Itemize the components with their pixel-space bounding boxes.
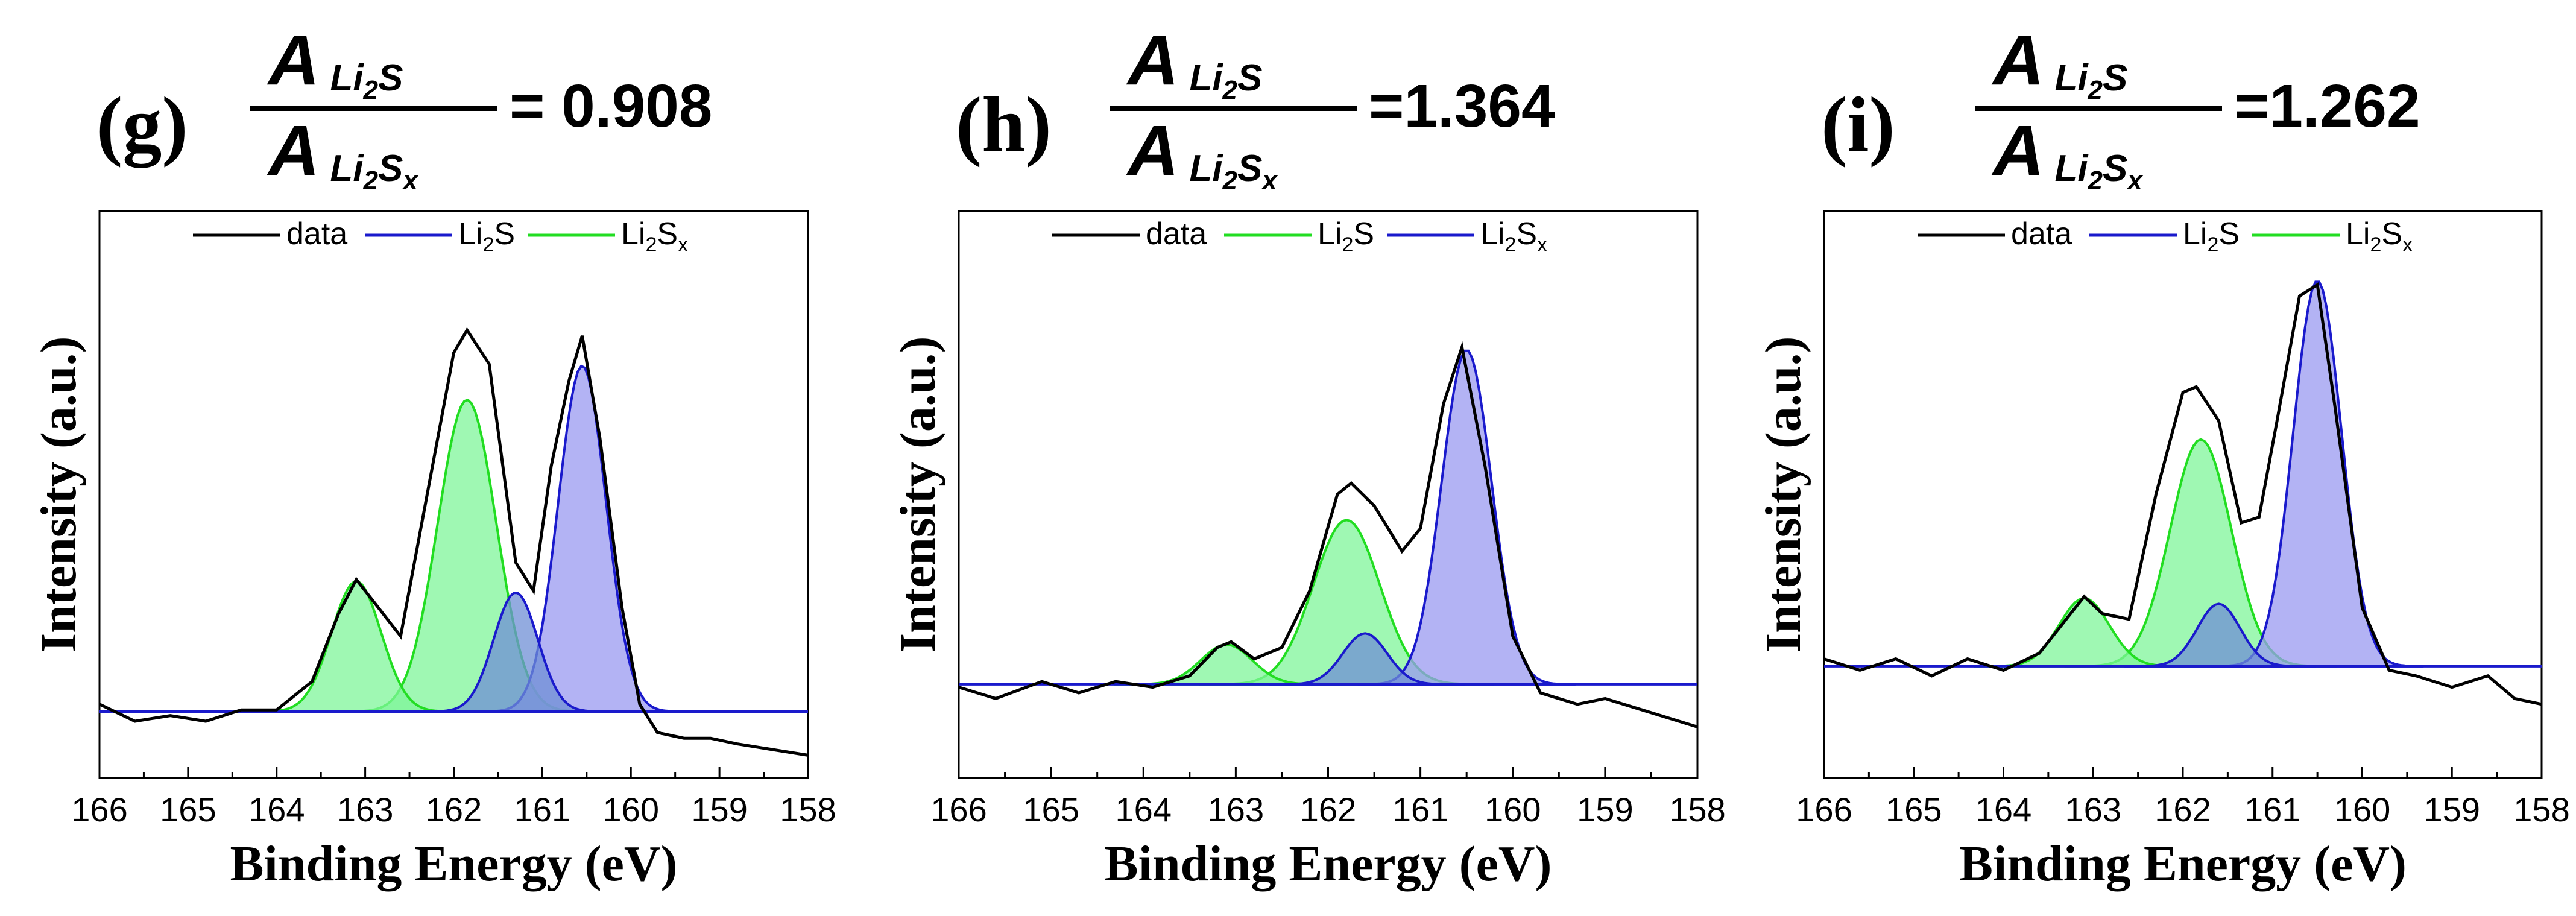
legend-label-3: Li2Sx [2346, 216, 2413, 256]
panel-label: (h) [956, 81, 1052, 168]
data-trace [98, 327, 809, 757]
x-tick-label: 162 [2155, 791, 2211, 829]
ratio-value: = 0.908 [510, 72, 712, 140]
x-tick-label: 162 [1300, 791, 1356, 829]
x-tick-label: 161 [514, 791, 570, 829]
legend-label-1: data [286, 216, 347, 251]
x-tick-label: 158 [1669, 791, 1725, 829]
x-tick-label: 162 [426, 791, 482, 829]
x-tick-label: 165 [1886, 791, 1942, 829]
legend-label-3: Li2Sx [1480, 216, 1547, 256]
ratio-numerator: A Li2S [1991, 21, 2127, 105]
ratio-denominator: A Li2Sx [1126, 111, 1278, 195]
ratio-numerator: A Li2S [1126, 21, 1262, 105]
ratio-numerator: A Li2S [267, 21, 403, 105]
ratio-value: =1.262 [2234, 72, 2420, 140]
x-tick-label: 166 [930, 791, 987, 829]
legend-label-2: Li2S [1318, 216, 1374, 256]
x-axis-title: Binding Energy (eV) [1959, 836, 2407, 892]
x-tick-label: 166 [71, 791, 127, 829]
y-axis-title: Intensity (a.u.) [31, 336, 87, 652]
x-tick-label: 160 [2334, 791, 2390, 829]
plot-frame [958, 210, 1699, 779]
x-tick-label: 159 [691, 791, 747, 829]
x-tick-label: 158 [780, 791, 836, 829]
x-tick-label: 164 [1116, 791, 1172, 829]
legend-label-2: Li2S [458, 216, 515, 256]
legend-label-1: data [1146, 216, 1207, 251]
data-trace [1823, 282, 2542, 706]
legend-label-3: Li2Sx [621, 216, 688, 256]
x-axis-title: Binding Energy (eV) [1104, 836, 1552, 892]
data-trace [958, 341, 1698, 728]
x-tick-label: 164 [1975, 791, 2031, 829]
x-tick-label: 166 [1796, 791, 1852, 829]
ratio-denominator: A Li2Sx [267, 111, 418, 195]
x-tick-label: 163 [1208, 791, 1264, 829]
x-tick-label: 160 [1485, 791, 1541, 829]
x-tick-label: 159 [2424, 791, 2480, 829]
x-tick-label: 161 [2244, 791, 2300, 829]
x-tick-label: 164 [248, 791, 305, 829]
x-tick-label: 160 [603, 791, 659, 829]
x-tick-label: 158 [2513, 791, 2569, 829]
x-tick-label: 159 [1577, 791, 1633, 829]
legend-label-2: Li2S [2183, 216, 2240, 256]
x-tick-label: 161 [1392, 791, 1448, 829]
ratio-denominator: A Li2Sx [1991, 111, 2143, 195]
x-axis-title: Binding Energy (eV) [230, 836, 677, 892]
x-tick-label: 163 [337, 791, 393, 829]
x-tick-label: 163 [2065, 791, 2121, 829]
y-axis-title: Intensity (a.u.) [1755, 336, 1811, 652]
panel-label: (g) [96, 81, 188, 168]
x-tick-label: 165 [160, 791, 216, 829]
x-tick-label: 165 [1023, 791, 1079, 829]
panel-label: (i) [1821, 81, 1895, 168]
y-axis-title: Intensity (a.u.) [890, 336, 946, 652]
legend-label-1: data [2011, 216, 2072, 251]
ratio-value: =1.364 [1369, 72, 1555, 140]
